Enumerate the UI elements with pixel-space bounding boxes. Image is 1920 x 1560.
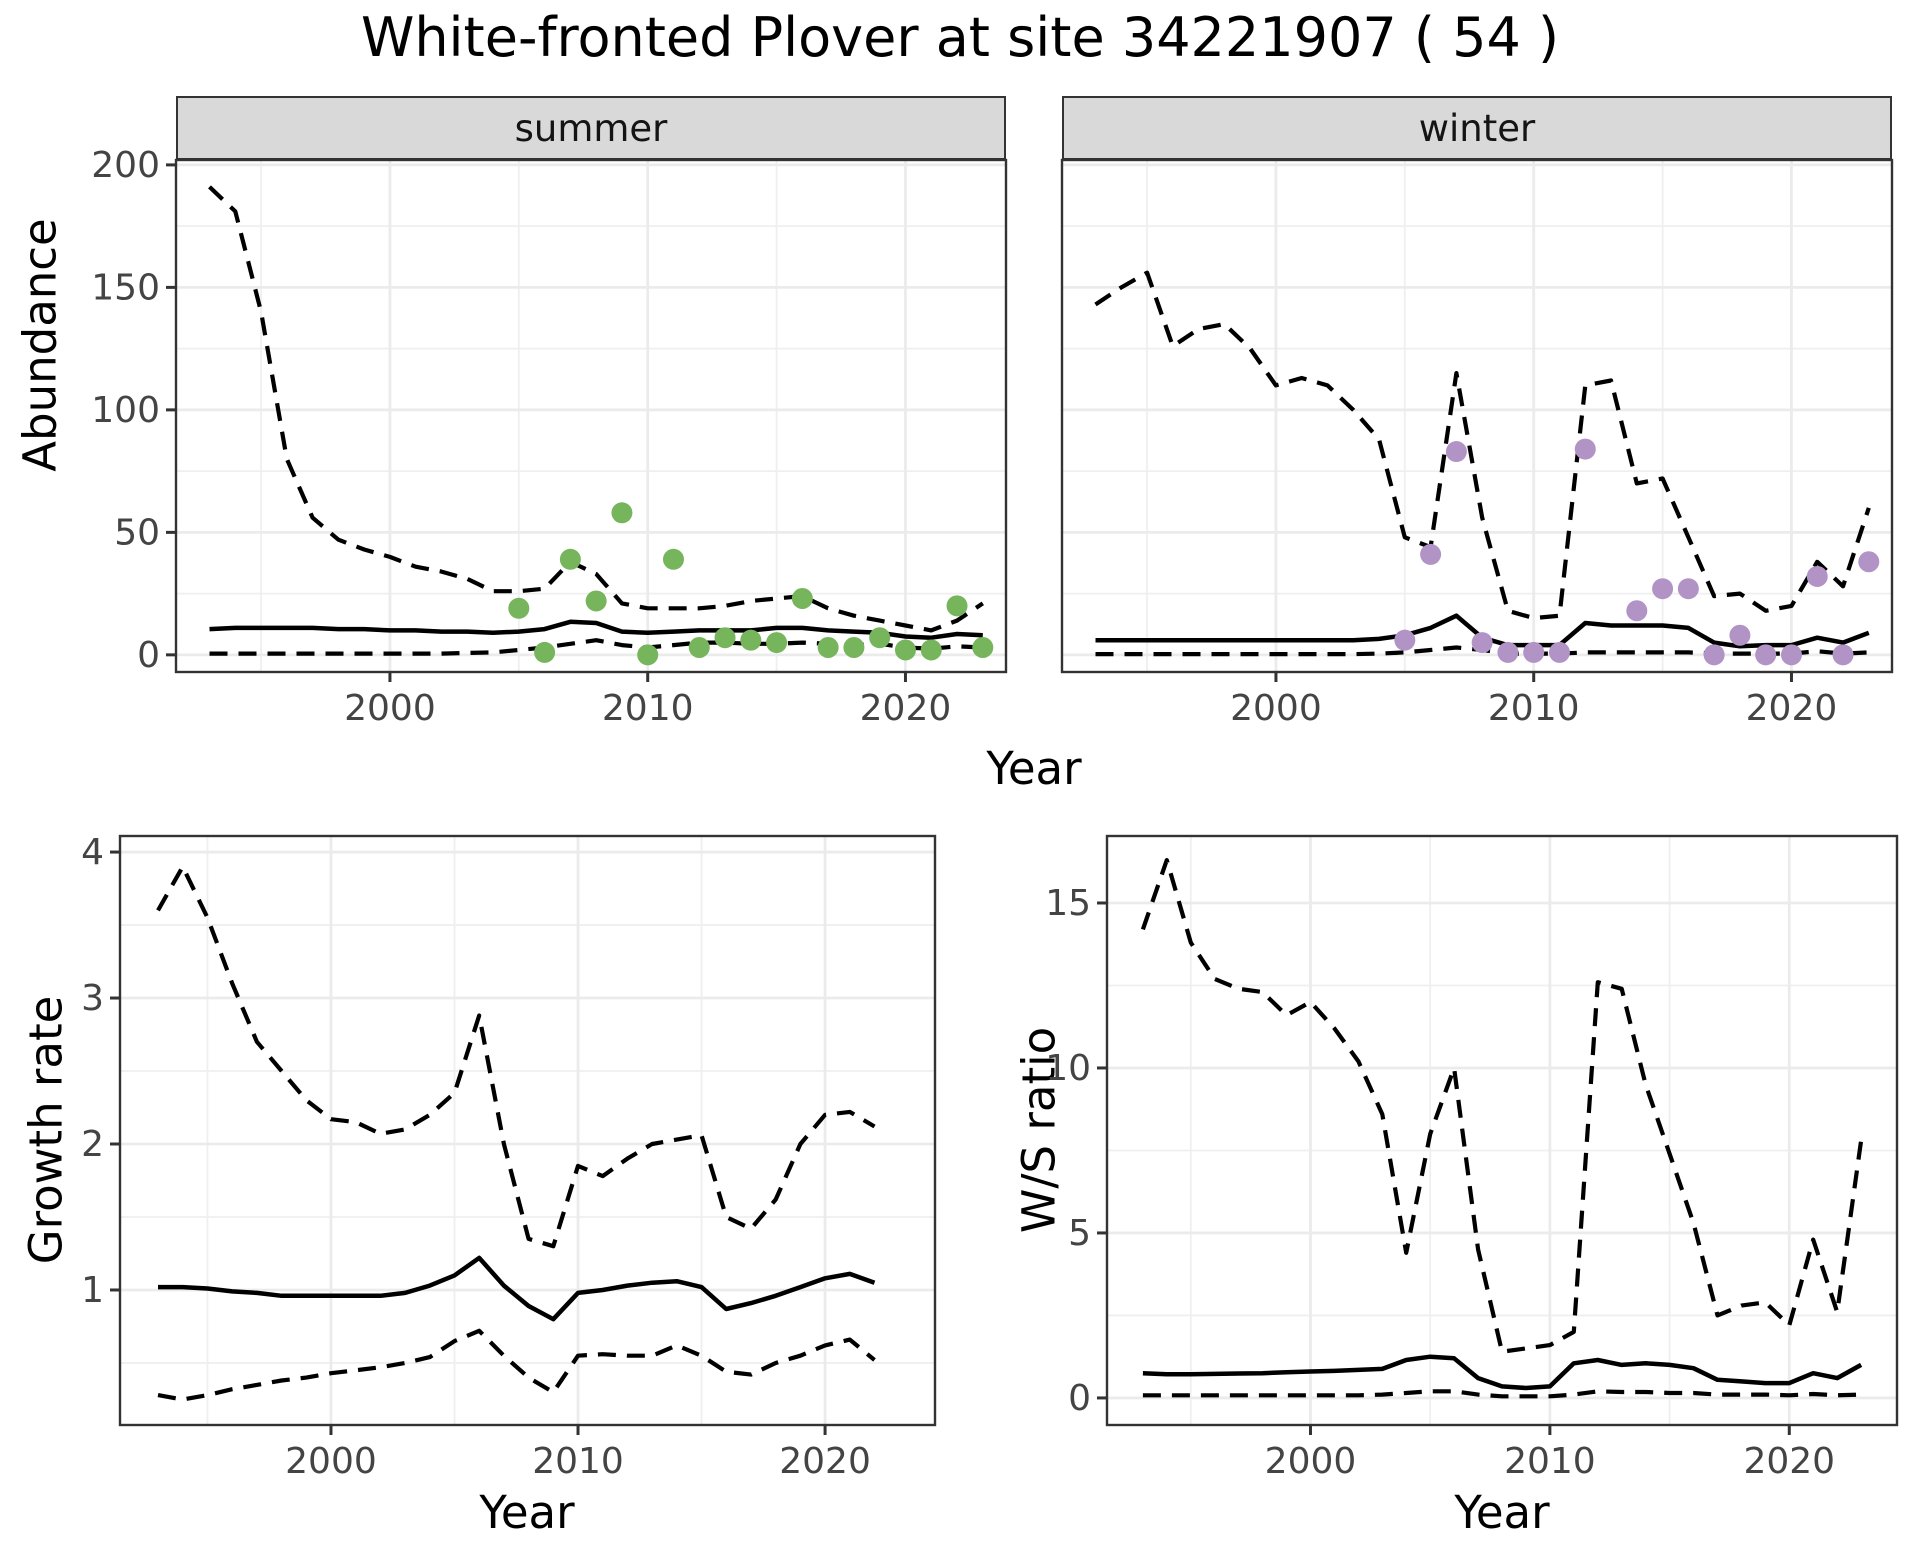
- x-tick-label: 2020: [1746, 688, 1838, 729]
- y-tick-label: 0: [1068, 1378, 1091, 1419]
- y-tick-label: 1: [81, 1270, 104, 1311]
- facet-strip-summer: summer: [176, 96, 1006, 160]
- data-point: [637, 644, 659, 666]
- x-tick-label: 2010: [532, 1441, 624, 1482]
- data-point: [740, 629, 762, 651]
- data-point: [894, 639, 916, 661]
- facet-strip-summer-label: summer: [514, 106, 668, 150]
- facet-strip-winter-label: winter: [1418, 106, 1536, 150]
- data-point: [1729, 624, 1751, 646]
- data-point: [1394, 629, 1416, 651]
- data-point: [766, 632, 788, 654]
- data-point: [1497, 641, 1519, 663]
- data-point: [611, 502, 633, 524]
- y-tick-label: 50: [114, 512, 160, 553]
- data-point: [662, 548, 684, 570]
- data-point: [1548, 641, 1570, 663]
- x-tick-label: 2000: [285, 1441, 377, 1482]
- y-tick-label: 10: [1045, 1048, 1091, 1089]
- facet-strip-winter: winter: [1062, 96, 1892, 160]
- data-point: [791, 588, 813, 610]
- data-point: [920, 639, 942, 661]
- x-tick-label: 2020: [860, 688, 952, 729]
- top-row-year-axis-title: Year: [986, 742, 1082, 795]
- panel-background: [1107, 836, 1897, 1425]
- upper-ci-line: [208, 185, 984, 633]
- x-tick-label: 2020: [779, 1441, 871, 1482]
- data-point: [508, 597, 530, 619]
- data-point: [714, 627, 736, 649]
- y-tick-label: 100: [91, 390, 160, 431]
- data-point: [534, 641, 556, 663]
- x-tick-label: 2010: [1504, 1441, 1596, 1482]
- median-line: [209, 619, 983, 640]
- data-point: [1652, 578, 1674, 600]
- plot-title: White-fronted Plover at site 34221907 ( …: [360, 6, 1560, 69]
- y-tick-label: 150: [91, 267, 160, 308]
- data-point: [688, 637, 710, 659]
- data-point: [1703, 644, 1725, 666]
- x-tick-label: 2010: [602, 688, 694, 729]
- lower-ci-line: [1142, 1389, 1862, 1399]
- data-point: [1832, 644, 1854, 666]
- panel-border: [174, 158, 1008, 674]
- data-point: [585, 590, 607, 612]
- data-point: [1755, 644, 1777, 666]
- x-tick-label: 2020: [1743, 1441, 1835, 1482]
- median-line: [158, 1255, 876, 1322]
- y-tick-label: 4: [81, 832, 104, 873]
- data-point: [1626, 600, 1648, 622]
- data-point: [559, 548, 581, 570]
- data-point: [843, 637, 865, 659]
- x-tick-label: 2000: [1265, 1441, 1357, 1482]
- upper-ci-line: [156, 864, 876, 1249]
- data-point: [1420, 543, 1442, 565]
- y-tick-label: 200: [91, 145, 160, 186]
- data-point: [1780, 644, 1802, 666]
- data-point: [972, 637, 994, 659]
- panel-border: [118, 834, 937, 1427]
- panel-background: [176, 160, 1006, 672]
- data-point: [1574, 438, 1596, 460]
- panel-border: [1060, 158, 1894, 674]
- panel-border: [1105, 834, 1899, 1427]
- y-tick-label: 5: [1068, 1213, 1091, 1254]
- data-point: [1445, 441, 1467, 463]
- upper-ci-line: [1140, 857, 1864, 1354]
- median-line: [1142, 1354, 1863, 1391]
- panel-background: [1062, 160, 1892, 672]
- x-tick-label: 2010: [1488, 688, 1580, 729]
- data-point: [1677, 578, 1699, 600]
- y-tick-label: 3: [81, 978, 104, 1019]
- data-point: [1523, 641, 1545, 663]
- growth-year-axis-title: Year: [479, 1486, 575, 1539]
- y-tick-label: 0: [137, 635, 160, 676]
- data-point: [817, 637, 839, 659]
- data-point: [869, 627, 891, 649]
- data-point: [1858, 551, 1880, 573]
- upper-ci-line: [1094, 270, 1871, 621]
- data-point: [946, 595, 968, 617]
- y-tick-label: 15: [1045, 883, 1091, 924]
- data-point: [1806, 565, 1828, 587]
- data-point: [1471, 632, 1493, 654]
- x-tick-label: 2000: [344, 688, 436, 729]
- ws-year-axis-title: Year: [1454, 1486, 1550, 1539]
- lower-ci-line: [157, 1328, 876, 1402]
- x-tick-label: 2000: [1230, 688, 1322, 729]
- y-tick-label: 2: [81, 1124, 104, 1165]
- panel-background: [120, 836, 935, 1425]
